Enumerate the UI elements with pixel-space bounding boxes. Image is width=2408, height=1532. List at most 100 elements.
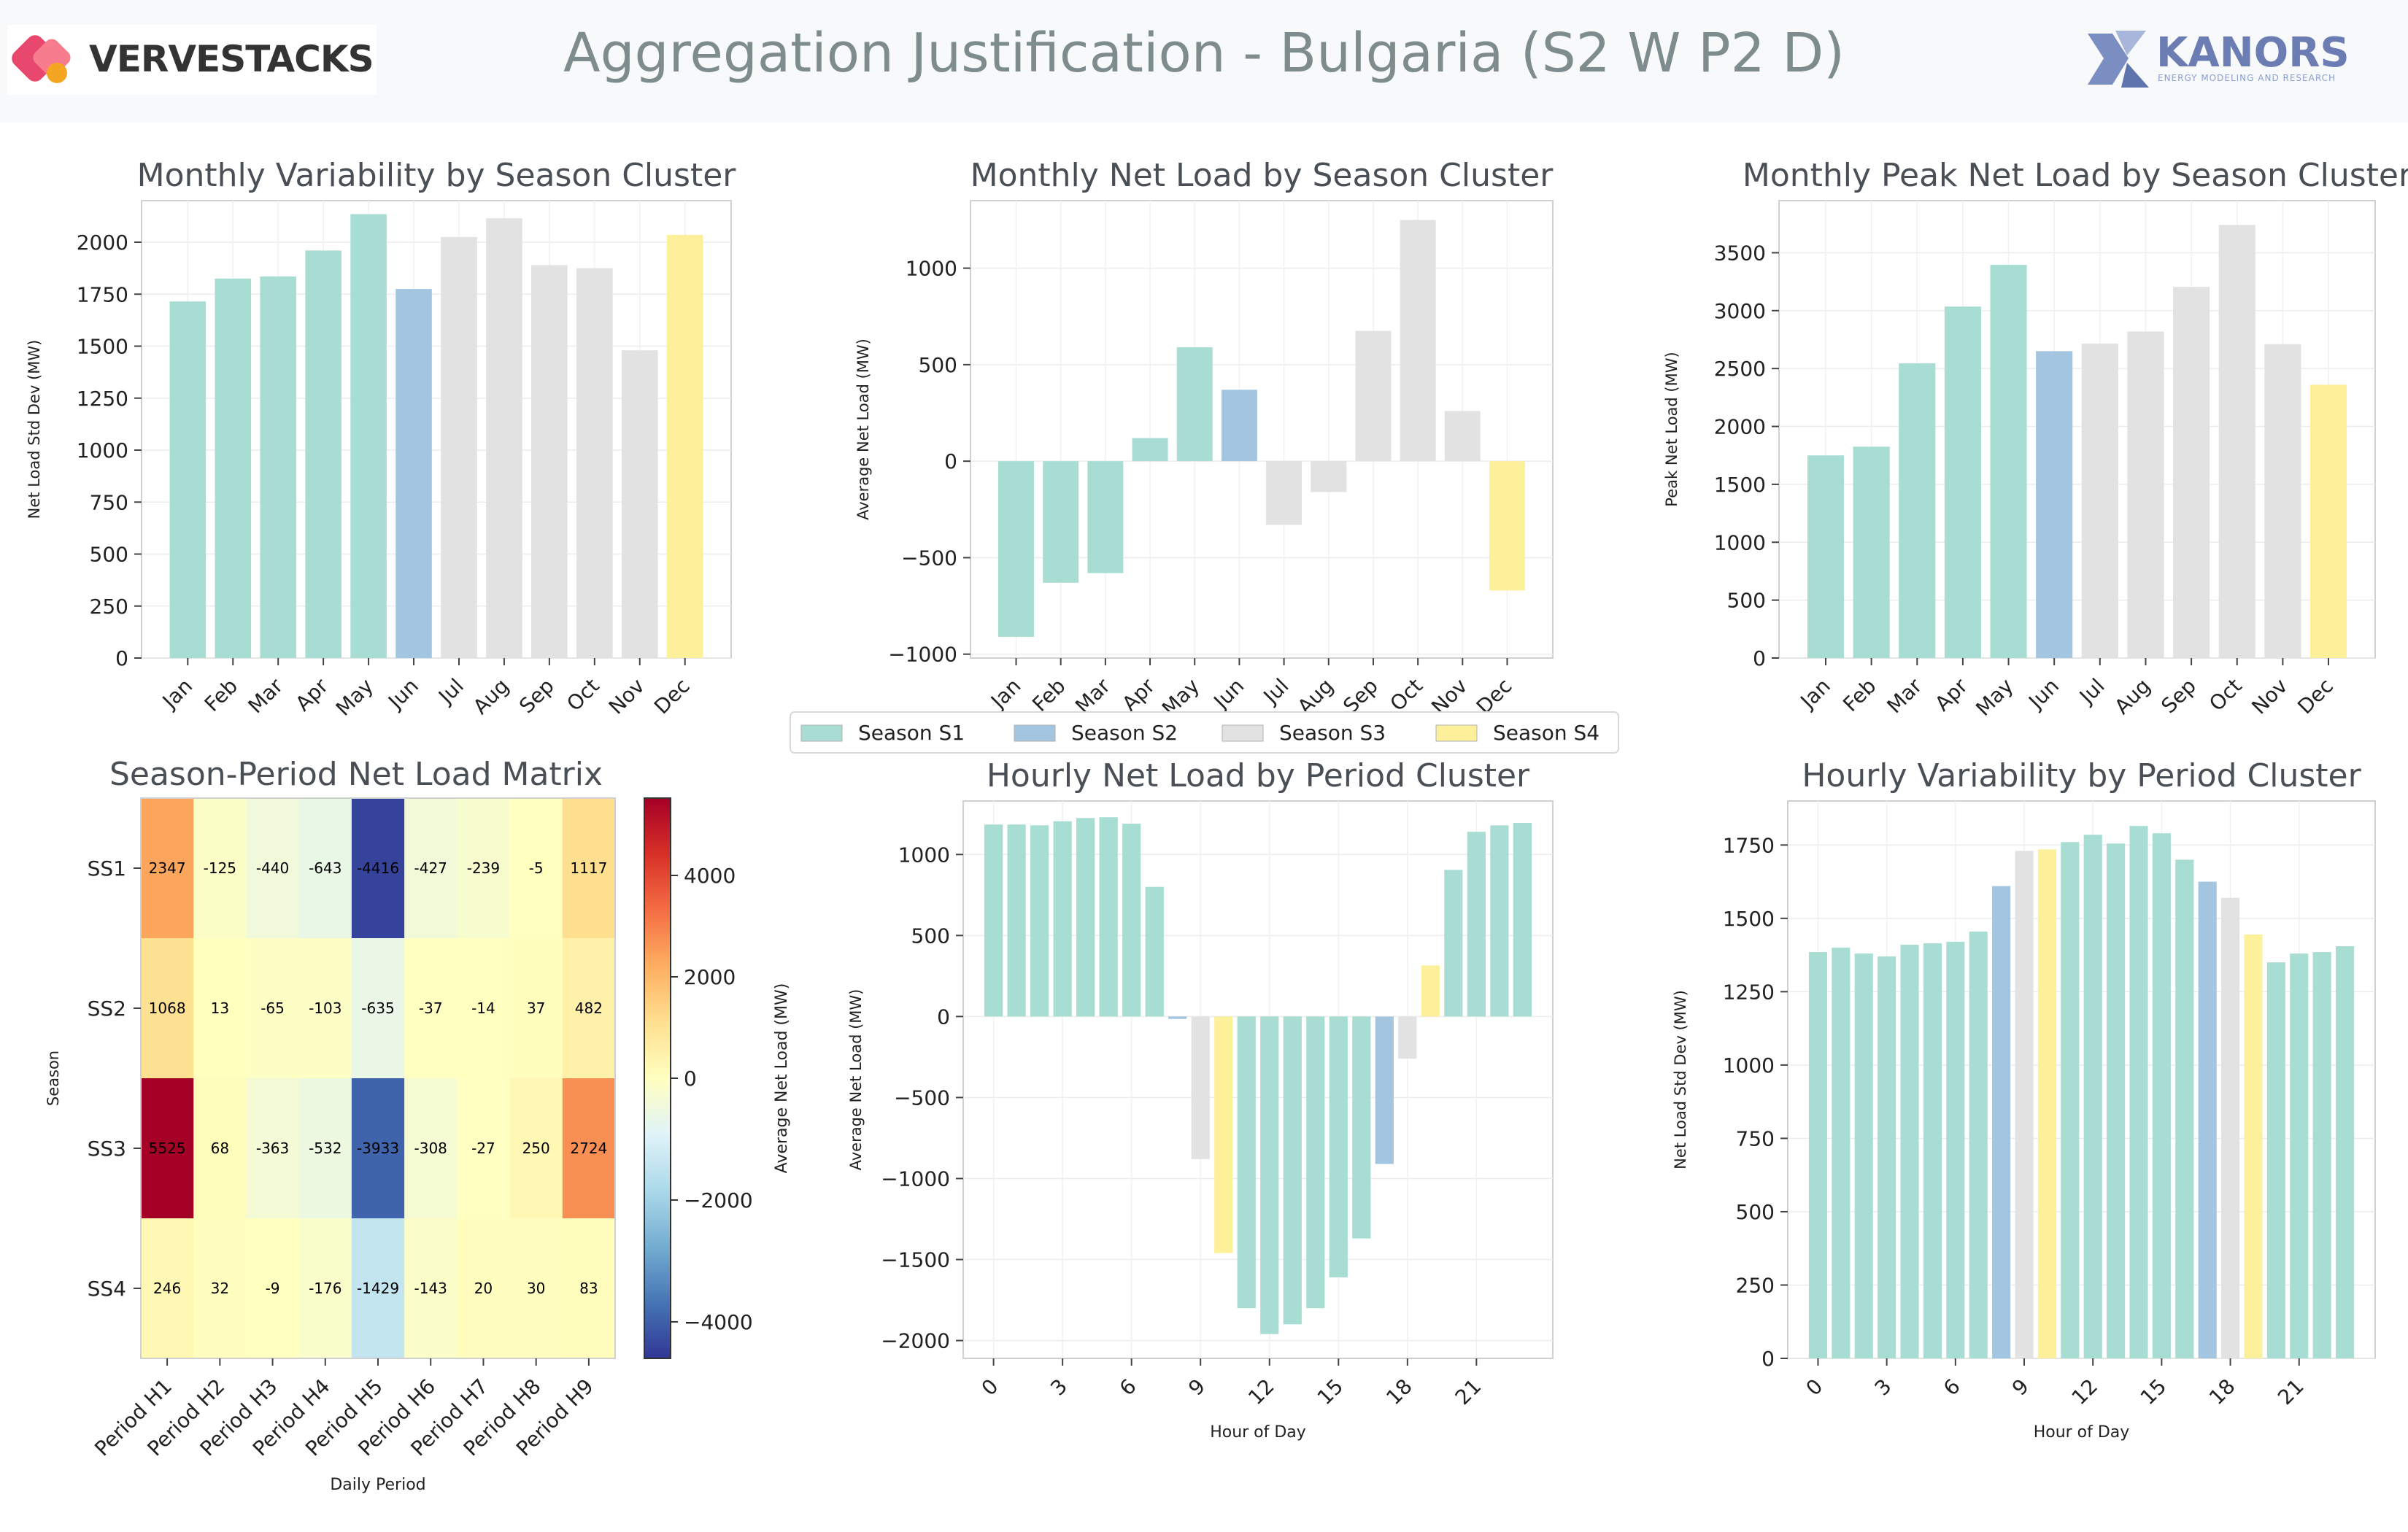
- kanors-logo-subtitle: ENERGY MODELING AND RESEARCH: [2158, 73, 2336, 83]
- y-tick-label: 1750: [77, 282, 128, 306]
- bar-19: [1421, 965, 1440, 1017]
- colorbar-tick-label: −2000: [684, 1188, 753, 1212]
- heatmap-cell: [562, 1078, 616, 1219]
- y-tick-label: SS2: [88, 997, 126, 1021]
- x-tick-label: 0: [977, 1374, 1003, 1401]
- y-tick-label: SS4: [88, 1277, 126, 1301]
- bar-4: [1900, 945, 1919, 1358]
- bar-May: [350, 214, 387, 658]
- heatmap-cell: [404, 1218, 458, 1359]
- cell-label: -440: [256, 859, 289, 877]
- bar-Jan: [998, 461, 1034, 637]
- bar-Apr: [1944, 306, 1981, 658]
- y-tick-label: 0: [944, 449, 957, 473]
- x-tick-label: Jan: [985, 674, 1025, 714]
- y-tick-label: 500: [1736, 1200, 1775, 1224]
- bar-Sep: [1355, 330, 1392, 462]
- y-tick-label: 500: [919, 353, 957, 377]
- y-tick-label: SS1: [88, 856, 126, 881]
- y-axis-label: Average Net Load (MW): [847, 989, 865, 1171]
- page-title: Aggregation Justification - Bulgaria (S2…: [563, 22, 1845, 85]
- plot-area: [962, 800, 1554, 1359]
- bar-15: [2152, 833, 2171, 1358]
- chart-monthly-peak-net-load: 0 500 1000 1500 2000 2500 3000 3500 Jan Feb Mar Apr…: [1663, 157, 2408, 721]
- bar-Nov: [2264, 344, 2301, 658]
- x-tick-label: 12: [1243, 1374, 1279, 1410]
- cell-label: 20: [474, 1280, 493, 1297]
- cell-label: -9: [266, 1280, 280, 1297]
- heatmap-cell: [246, 1078, 300, 1219]
- heatmap-cell: [193, 798, 247, 939]
- legend-swatch: [800, 724, 843, 742]
- x-tick-label: Jun: [1208, 674, 1249, 715]
- x-tick-label: Aug: [468, 674, 514, 719]
- y-axis-label: Average Net Load (MW): [854, 338, 872, 520]
- heatmap-cell: [193, 938, 247, 1079]
- x-tick-label: Jul: [433, 674, 468, 710]
- bar-15: [1329, 1016, 1348, 1277]
- heatmap-cell: [509, 938, 563, 1079]
- bar-8: [1168, 1016, 1187, 1019]
- colorbar-tick-label: 0: [684, 1067, 697, 1091]
- heatmap-cell: [457, 1078, 511, 1219]
- y-tick-label: 0: [1761, 1347, 1775, 1371]
- y-tick-label: 1250: [77, 387, 128, 411]
- bar-11: [2061, 842, 2080, 1358]
- y-axis-label: Season: [45, 1051, 62, 1106]
- bar-Mar: [1899, 363, 1936, 658]
- heatmap-cell: [141, 1218, 194, 1359]
- x-tick-label: 3: [1870, 1374, 1896, 1401]
- bar-Mar: [1087, 461, 1124, 573]
- bar-12: [2083, 835, 2102, 1358]
- x-tick-label: 15: [1313, 1374, 1348, 1410]
- cell-label: 250: [522, 1140, 550, 1157]
- bar-17: [1375, 1016, 1394, 1164]
- x-tick-label: 18: [1381, 1374, 1417, 1410]
- x-tick-label: 21: [1451, 1374, 1486, 1410]
- cell-label: -427: [414, 859, 447, 877]
- chart-title: Hourly Net Load by Period Cluster: [987, 757, 1530, 794]
- bar-May: [1990, 265, 2027, 658]
- y-tick-label: −500: [901, 546, 957, 570]
- bar-7: [1969, 931, 1988, 1358]
- heatmap-cell: [141, 798, 194, 939]
- y-tick-label: 1000: [898, 843, 950, 867]
- cell-label: 2347: [149, 859, 186, 877]
- colorbar: [644, 797, 671, 1359]
- x-tick-label: Jan: [1795, 674, 1835, 714]
- bar-0: [1808, 952, 1828, 1358]
- heatmap-cell: [298, 938, 352, 1079]
- y-tick-label: 2500: [1714, 357, 1766, 381]
- x-tick-label: Feb: [200, 674, 242, 716]
- heatmap-cell: [351, 798, 405, 939]
- heatmap-cell: [193, 1078, 247, 1219]
- x-tick-label: Feb: [1838, 674, 1880, 716]
- cell-label: 1117: [570, 859, 607, 877]
- cell-label: -239: [467, 859, 500, 877]
- x-tick-label: Apr: [1930, 673, 1972, 716]
- cell-label: -37: [419, 999, 443, 1017]
- y-tick-label: 750: [90, 490, 128, 514]
- bar-Mar: [260, 276, 296, 658]
- chart-title: Monthly Peak Net Load by Season Cluster: [1743, 157, 2408, 194]
- legend-box: [790, 711, 1619, 754]
- bar-0: [984, 824, 1003, 1017]
- x-tick-label: Sep: [2156, 674, 2201, 719]
- bar-7: [1145, 886, 1164, 1017]
- bar-Oct: [1400, 220, 1436, 462]
- bar-Jul: [2081, 344, 2118, 658]
- heatmap-cell: [562, 938, 616, 1079]
- bar-Feb: [1043, 461, 1079, 583]
- cell-label: -176: [309, 1280, 341, 1297]
- heatmap-cell: [141, 1078, 194, 1219]
- kanors-logo-icon: [2088, 31, 2149, 88]
- x-axis-label: Hour of Day: [2034, 1423, 2130, 1442]
- bar-8: [1992, 886, 2011, 1358]
- bar-2: [1030, 825, 1049, 1017]
- chart-title: Monthly Variability by Season Cluster: [137, 157, 737, 194]
- legend-label: Season S2: [1071, 721, 1178, 745]
- heatmap-cell: [509, 1078, 563, 1219]
- bar-Jun: [395, 289, 432, 658]
- y-tick-label: 500: [911, 924, 950, 948]
